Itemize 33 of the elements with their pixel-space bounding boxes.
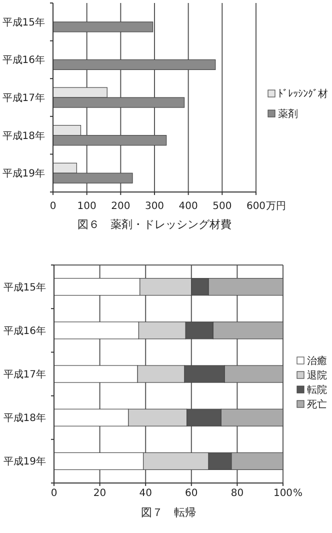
x-tick-label: 80	[230, 488, 244, 499]
y-tick-label: 平成17年	[2, 92, 45, 104]
legend-label: 退院	[307, 370, 327, 382]
y-tick-label: 平成16年	[3, 324, 46, 337]
legend-label: ﾄﾞﾚｯｼﾝｸﾞ材	[278, 88, 328, 100]
y-tick-label: 平成18年	[3, 412, 46, 424]
y-tick-label: 平成19年	[3, 456, 46, 468]
text: 図７ 転帰	[141, 506, 196, 519]
x-tick-label: 60	[185, 488, 198, 499]
x-tick-label: 500	[212, 201, 232, 212]
x-tick-label: 100	[77, 201, 96, 212]
y-tick-label: 平成15年	[2, 16, 45, 28]
legend-label: 死亡	[307, 398, 327, 410]
y-tick-label: 平成15年	[3, 281, 46, 294]
x-tick-label: 0	[50, 488, 58, 499]
x-tick-label: 100	[273, 488, 293, 499]
legend-label: 転院	[307, 384, 327, 396]
text: 図６ 薬剤・ドレッシング材費	[78, 218, 232, 231]
legend-label: 治癒	[307, 355, 327, 367]
x-tick-label: 0	[50, 201, 56, 212]
x-tick-label: 600	[246, 201, 266, 212]
x-tick-label: 300	[144, 201, 164, 212]
y-tick-label: 平成19年	[2, 168, 45, 180]
x-axis-title: %	[293, 488, 303, 499]
y-tick-label: 平成17年	[3, 368, 46, 380]
x-axis-title: 万円	[266, 201, 286, 212]
x-tick-label: 20	[93, 488, 106, 499]
x-tick-label: 200	[111, 201, 130, 212]
legend-label: 薬剤	[278, 108, 298, 120]
x-tick-label: 40	[139, 488, 152, 499]
x-tick-label: 400	[178, 201, 198, 212]
y-tick-label: 平成16年	[2, 54, 45, 66]
y-tick-label: 平成18年	[2, 130, 45, 142]
